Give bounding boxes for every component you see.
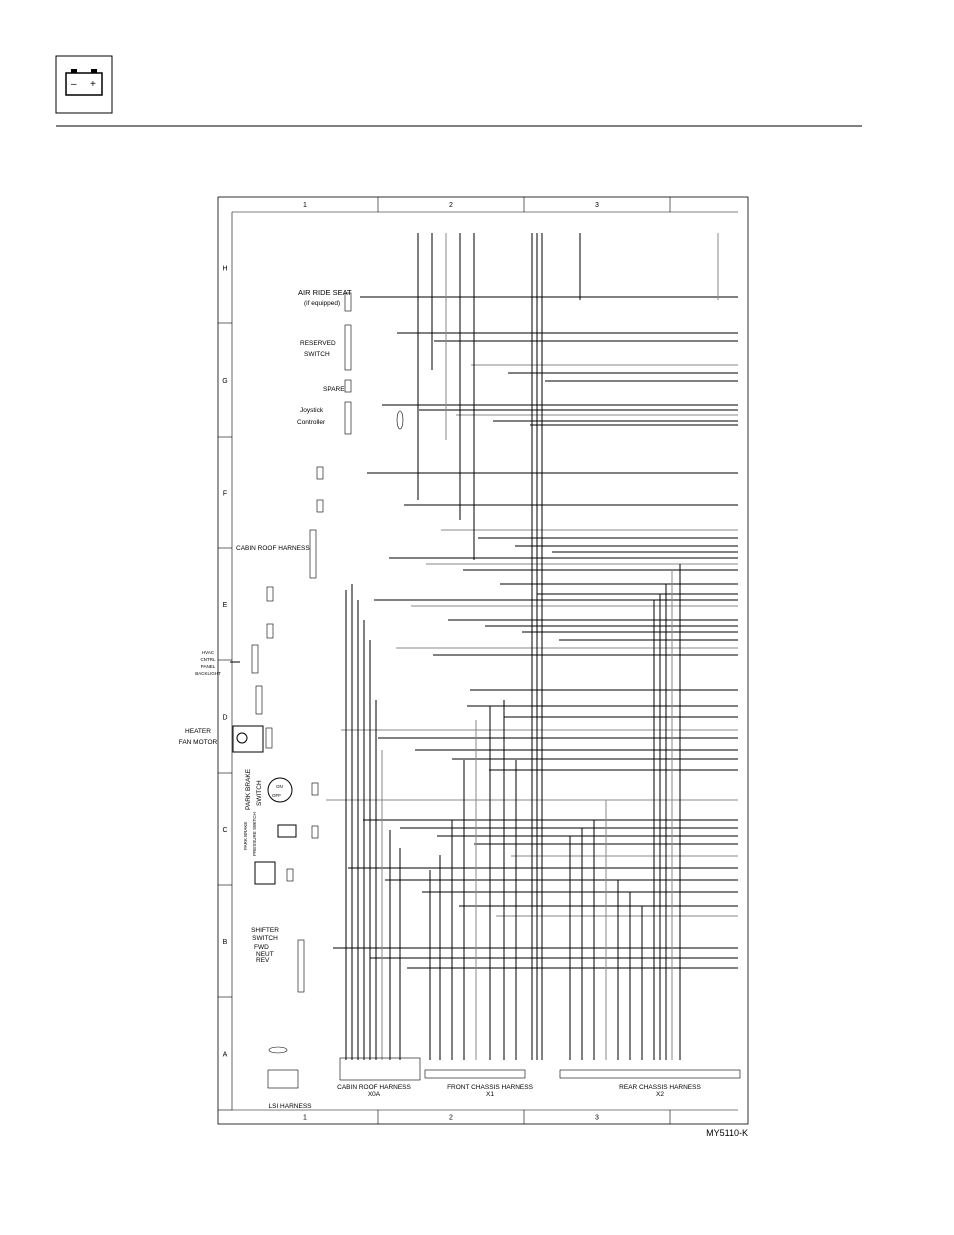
label: FWD [254,944,269,951]
label: HEATER [185,728,211,735]
connector [255,685,263,715]
label: SWITCH [304,351,330,358]
connector [266,586,274,602]
label: PANEL [201,664,216,669]
label: RESERVED [300,340,336,347]
connector [339,1057,421,1081]
label: AIR RIDE SEAT [298,288,352,297]
label: ON [276,784,283,789]
label: X0A [368,1091,381,1098]
connector [267,1069,299,1089]
wiring [230,233,741,1089]
label: LSI HARNESS [269,1103,313,1110]
column-label: 3 [595,202,599,209]
label: X1 [486,1091,494,1098]
label: PRESSURE SWITCH [252,812,257,856]
row-label: A [223,1052,228,1059]
column-label: 2 [449,202,453,209]
row-label: H [222,266,227,273]
svg-text:–: – [71,79,77,90]
row-label: C [222,827,227,834]
diagram-frame: 1 1 2 2 3 3 H G F E D C B A [217,196,749,1125]
connector [344,292,352,312]
label: PARK BRAKE [243,822,248,850]
connector [344,379,352,393]
label: REAR CHASSIS HARNESS [619,1084,701,1091]
row-label: D [222,715,227,722]
connector [424,1069,526,1079]
connector [286,868,294,882]
label: CNTRL [200,657,215,662]
label: FAN MOTOR [179,739,218,746]
connector [316,466,324,480]
column-label: 1 [303,1115,307,1122]
connector [297,939,305,993]
connector [316,499,324,513]
figure-id: MY5110-K [706,1128,748,1138]
label: HVAC [202,650,215,655]
label: BACKLIGHT [195,671,221,676]
connector [311,782,319,796]
connector [265,727,273,749]
label: (if equipped) [304,300,340,307]
column-label: 1 [303,202,307,209]
svg-text:+: + [90,79,96,90]
label: SPARE [323,386,345,393]
column-label: 2 [449,1115,453,1122]
twisted-pair [396,410,404,430]
label: PARK BRAKE [245,768,252,810]
label: NEUT [256,951,274,958]
label: SHIFTER [251,927,279,934]
label: Joystick [300,407,324,414]
pressure-switch [277,824,297,838]
lsi-switch [254,861,276,885]
label: SWITCH [252,935,278,942]
row-label: E [223,602,228,609]
fan-motor [232,725,264,753]
label: OFF [272,793,281,798]
label: REV [256,957,270,964]
connector [311,825,319,839]
connector [344,324,352,371]
connector [559,1069,741,1079]
label: FRONT CHASSIS HARNESS [447,1084,534,1091]
twisted-pair [268,1046,288,1054]
label: SWITCH [256,780,263,806]
label: X2 [656,1091,664,1098]
battery-icon: – + [55,55,113,114]
label: Controller [297,419,326,426]
connector [309,529,317,579]
row-label: G [222,378,227,385]
row-label: F [223,491,227,498]
park-brake-switch [267,777,293,803]
label: CABIN ROOF HARNESS [236,545,310,552]
connector [266,623,274,639]
label: CABIN ROOF HARNESS [337,1084,411,1091]
connector [344,401,352,435]
column-label: 3 [595,1115,599,1122]
connector [251,644,259,674]
fan-symbol [236,732,248,744]
row-label: B [223,939,228,946]
